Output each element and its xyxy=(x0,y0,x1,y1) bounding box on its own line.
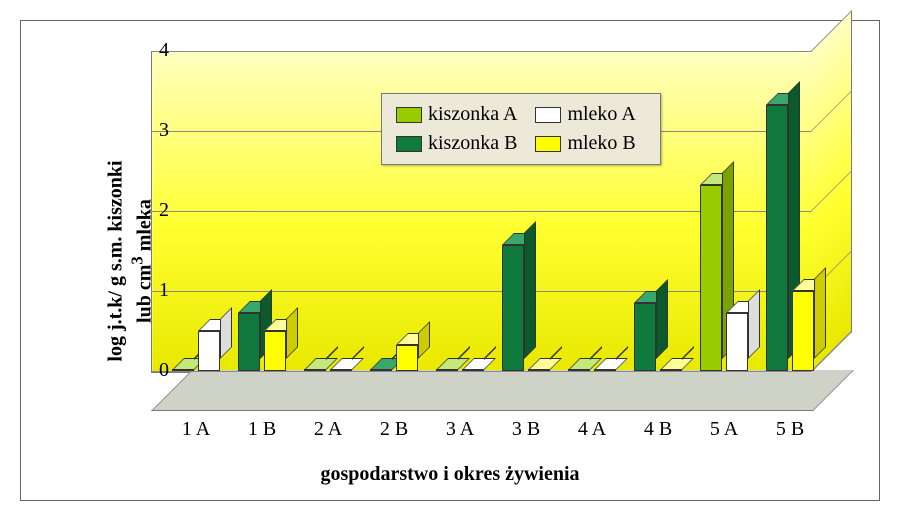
mleko-bar xyxy=(462,370,484,371)
mleko-bar xyxy=(726,313,748,371)
y-axis-label-line1: log j.t.k/ g s.m. kiszonkilub cm3 mleka xyxy=(104,160,155,361)
x-tick: 5 A xyxy=(710,418,738,441)
kiszonka-bar xyxy=(304,370,326,371)
mleko-bar xyxy=(264,331,286,371)
legend-swatch-1 xyxy=(535,107,561,123)
mleko-bar xyxy=(198,331,220,371)
x-tick: 4 B xyxy=(644,418,672,441)
legend-label-2: kiszonka B xyxy=(428,132,517,154)
y-tick: 1 xyxy=(129,279,169,302)
legend-label-1: mleko A xyxy=(567,103,635,125)
x-tick: 1 B xyxy=(248,418,276,441)
x-tick: 3 B xyxy=(512,418,540,441)
kiszonka-bar xyxy=(766,105,788,371)
kiszonka-bar xyxy=(700,185,722,371)
legend-label-0: kiszonka A xyxy=(428,103,517,125)
x-tick: 2 A xyxy=(314,418,342,441)
chart-panel: log j.t.k/ g s.m. kiszonkilub cm3 mleka … xyxy=(20,20,880,501)
x-axis-label: gospodarstwo i okres żywienia xyxy=(21,463,879,486)
legend-swatch-2 xyxy=(396,136,422,152)
kiszonka-bar xyxy=(436,370,458,371)
legend-label-3: mleko B xyxy=(567,132,635,154)
x-tick: 1 A xyxy=(182,418,210,441)
y-tick: 2 xyxy=(129,199,169,222)
x-tick: 4 A xyxy=(578,418,606,441)
kiszonka-bar xyxy=(370,370,392,371)
y-tick: 0 xyxy=(129,359,169,382)
mleko-bar xyxy=(660,370,682,371)
x-tick: 5 B xyxy=(776,418,804,441)
y-tick: 4 xyxy=(129,39,169,62)
kiszonka-bar xyxy=(172,370,194,371)
plot-floor xyxy=(151,370,854,411)
kiszonka-bar xyxy=(238,313,260,371)
y-tick: 3 xyxy=(129,119,169,142)
x-tick: 2 B xyxy=(380,418,408,441)
mleko-bar xyxy=(594,370,616,371)
mleko-bar xyxy=(330,370,352,371)
kiszonka-bar xyxy=(634,303,656,371)
kiszonka-bar xyxy=(502,245,524,371)
legend: kiszonka A mleko A kiszonka B mleko B xyxy=(381,93,661,165)
mleko-bar xyxy=(396,345,418,371)
x-tick: 3 A xyxy=(446,418,474,441)
legend-swatch-3 xyxy=(535,136,561,152)
y-axis-label: log j.t.k/ g s.m. kiszonkilub cm3 mleka xyxy=(103,160,156,361)
kiszonka-bar xyxy=(568,370,590,371)
mleko-bar xyxy=(792,291,814,371)
legend-swatch-0 xyxy=(396,107,422,123)
mleko-bar xyxy=(528,370,550,371)
plot-area: 1 A1 B2 A2 B3 A3 B4 A4 B5 A5 B kiszonka … xyxy=(151,51,851,411)
